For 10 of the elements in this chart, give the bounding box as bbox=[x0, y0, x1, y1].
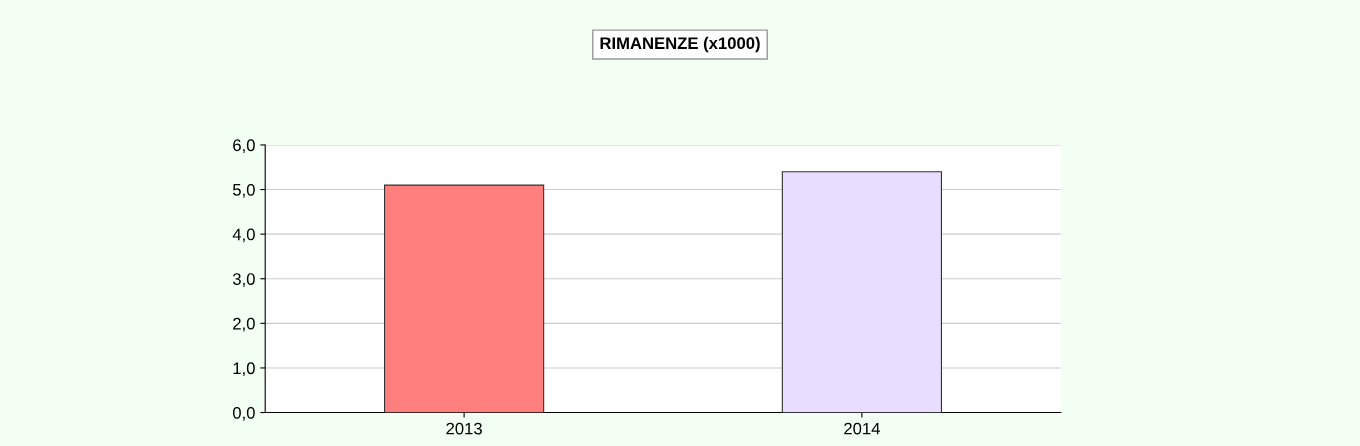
chart-title: RIMANENZE (x1000) bbox=[600, 36, 760, 53]
x-tick-label: 2014 bbox=[844, 422, 880, 435]
y-tick-label: 0,0 bbox=[232, 406, 255, 421]
y-tick-label: 2,0 bbox=[233, 317, 255, 332]
y-tick-label: 4,0 bbox=[232, 228, 255, 243]
y-tick-label: 5,0 bbox=[232, 183, 255, 198]
y-tick-label: 1,0 bbox=[233, 362, 255, 377]
x-tick-label: 2013 bbox=[446, 422, 482, 435]
y-tick-label: 3,0 bbox=[232, 273, 255, 287]
y-tick-label: 6,0 bbox=[233, 139, 255, 154]
